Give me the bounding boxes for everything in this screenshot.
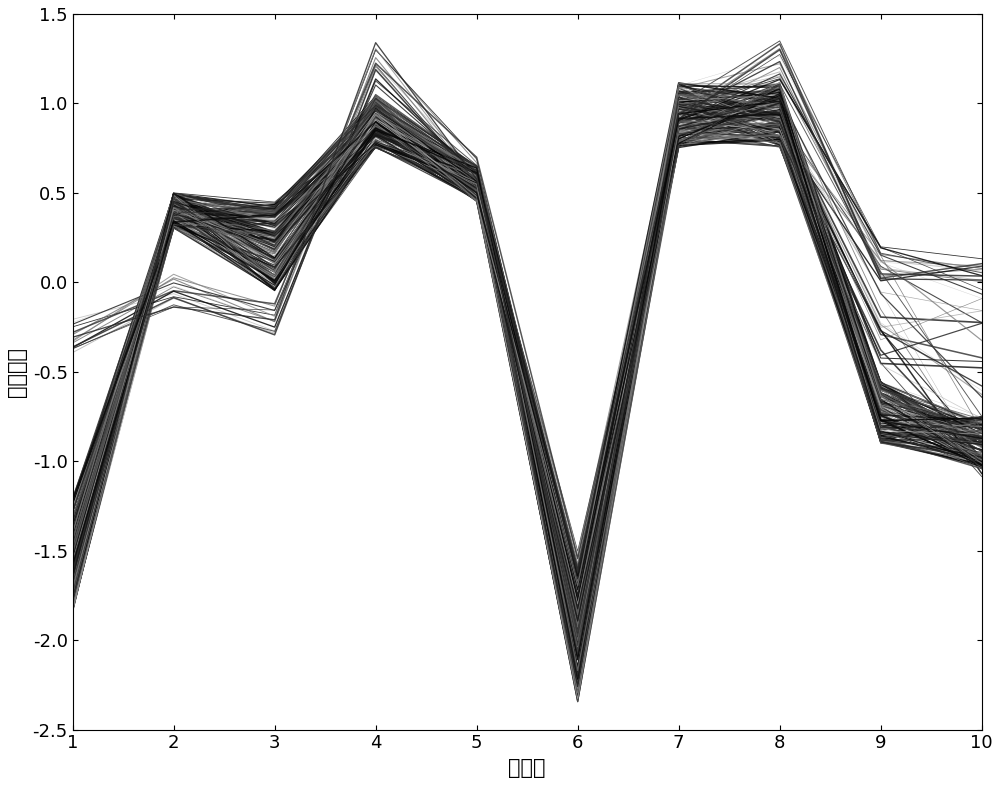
X-axis label: 变量数: 变量数: [508, 758, 546, 778]
Y-axis label: 电压信号: 电压信号: [7, 347, 27, 396]
